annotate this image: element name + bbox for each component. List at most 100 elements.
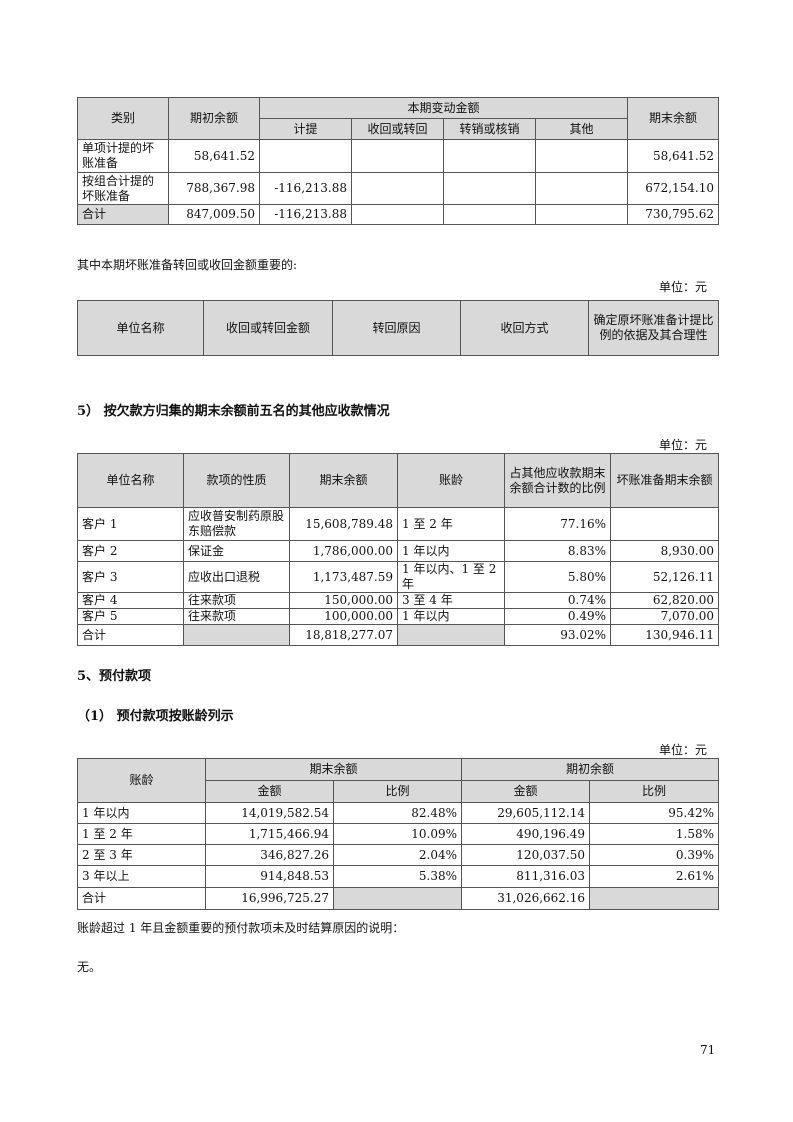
header: 单位名称 <box>77 300 204 356</box>
table-total-row: 合计 16,996,725.27 31,026,662.16 <box>77 887 720 910</box>
header: 转回原因 <box>332 300 461 356</box>
cell: 914,848.53 <box>205 865 334 888</box>
header: 单位名称 <box>77 453 184 508</box>
cell <box>534 172 629 205</box>
recovered-table: 单位名称 收回或转回金额 转回原因 收回方式 确定原坏账准备计提比例的依据及其合… <box>77 300 719 356</box>
cell: 1,715,466.94 <box>205 823 334 845</box>
cell: 8,930.00 <box>610 540 719 562</box>
top-five-table: 单位名称 款项的性质 期末余额 账龄 占其他应收款期末余额合计数的比例 坏账准备… <box>77 453 719 646</box>
table-row: 客户 2 保证金 1,786,000.00 1 年以内 8.83% 8,930.… <box>77 540 719 562</box>
header: 占其他应收款期末余额合计数的比例 <box>504 453 611 508</box>
cell: 18,818,277.07 <box>289 624 398 646</box>
cell <box>183 624 290 646</box>
cell: 1.58% <box>589 823 720 845</box>
cell: 847,009.50 <box>168 204 260 225</box>
bad-debt-change-table: 类别 期初余额 本期变动金额 期末余额 计提 收回或转回 转销或核销 其他 单项… <box>77 97 720 225</box>
cell: 82.48% <box>332 802 463 824</box>
cell: -116,213.88 <box>259 204 352 225</box>
header-change: 本期变动金额 <box>258 97 629 119</box>
cell: 往来款项 <box>183 608 290 625</box>
header: 款项的性质 <box>183 453 290 508</box>
header-opening: 期初余额 <box>168 97 260 140</box>
cell: 7,070.00 <box>610 608 719 625</box>
unit-label: 单位：元 <box>658 280 707 294</box>
cell: 62,820.00 <box>610 592 719 609</box>
header-amount: 金额 <box>461 780 591 803</box>
header: 收回方式 <box>460 300 589 356</box>
table-row: 2 至 3 年 346,827.26 2.04% 120,037.50 0.39… <box>77 844 720 866</box>
cell: 1,786,000.00 <box>289 540 398 562</box>
section-heading: 5） 按欠款方归集的期末余额前五名的其他应收款情况 <box>77 404 390 419</box>
cell: 58,641.52 <box>627 139 720 173</box>
cell: 0.74% <box>504 592 611 609</box>
cell <box>443 139 536 173</box>
cell <box>332 887 463 910</box>
cell <box>351 172 444 205</box>
cell <box>534 204 629 225</box>
header-aging: 账龄 <box>77 758 206 803</box>
table-total-row: 合计 18,818,277.07 93.02% 130,946.11 <box>77 624 719 646</box>
cell: 150,000.00 <box>289 592 398 609</box>
cell: 客户 5 <box>77 608 184 625</box>
cell: 5.38% <box>332 865 463 888</box>
cell: 730,795.62 <box>627 204 720 225</box>
cell: 2.04% <box>332 844 463 866</box>
note-recovered-important: 其中本期坏账准备转回或收回金额重要的: <box>77 258 298 272</box>
note-none: 无。 <box>77 960 102 974</box>
cell: 1,173,487.59 <box>289 561 398 593</box>
prepayment-aging-table: 账龄 期末余额 期初余额 金额 比例 金额 比例 1 年以内 14,019,58… <box>77 758 720 910</box>
cell <box>610 507 719 541</box>
header-category: 类别 <box>77 97 169 140</box>
cell: 应收出口退税 <box>183 561 290 593</box>
table-row: 客户 5 往来款项 100,000.00 1 年以内 0.49% 7,070.0… <box>77 608 719 625</box>
cell: 1 年以内 <box>397 540 505 562</box>
cell: 16,996,725.27 <box>205 887 334 910</box>
cell: 10.09% <box>332 823 463 845</box>
cell: 52,126.11 <box>610 561 719 593</box>
subsection-heading: （1） 预付款项按账龄列示 <box>77 709 234 724</box>
cell: 合计 <box>77 624 184 646</box>
header: 收回或转回金额 <box>203 300 333 356</box>
cell: 58,641.52 <box>168 139 260 173</box>
cell <box>443 204 536 225</box>
cell: 1 年以内、1 至 2 年 <box>397 561 505 593</box>
cell: 按组合计提的坏账准备 <box>77 172 169 205</box>
header-provision: 计提 <box>259 118 352 140</box>
note-overdue-prepayment: 账龄超过 1 年且金额重要的预付款项未及时结算原因的说明： <box>77 921 405 935</box>
header-closing: 期末余额 <box>204 758 463 781</box>
table-row: 1 至 2 年 1,715,466.94 10.09% 490,196.49 1… <box>77 823 720 845</box>
header: 坏账准备期末余额 <box>610 453 719 508</box>
cell <box>589 887 720 910</box>
cell: 1 至 2 年 <box>397 507 505 541</box>
cell <box>259 139 352 173</box>
cell: 15,608,789.48 <box>289 507 398 541</box>
table-row: 客户 3 应收出口退税 1,173,487.59 1 年以内、1 至 2 年 5… <box>77 561 719 593</box>
cell: 490,196.49 <box>461 823 591 845</box>
table-row: 单项计提的坏账准备 58,641.52 58,641.52 <box>77 139 720 173</box>
unit-label: 单位：元 <box>658 438 707 452</box>
cell <box>397 624 505 646</box>
cell <box>534 139 629 173</box>
cell: 811,316.03 <box>461 865 591 888</box>
table-row: 1 年以内 14,019,582.54 82.48% 29,605,112.14… <box>77 802 720 824</box>
unit-label: 单位：元 <box>658 743 707 757</box>
header-ratio: 比例 <box>332 780 463 803</box>
cell: 3 至 4 年 <box>397 592 505 609</box>
cell: 5.80% <box>504 561 611 593</box>
cell: 77.16% <box>504 507 611 541</box>
header-ratio: 比例 <box>589 780 720 803</box>
header: 期末余额 <box>289 453 398 508</box>
header: 确定原坏账准备计提比例的依据及其合理性 <box>588 300 719 356</box>
header-opening: 期初余额 <box>461 758 720 781</box>
header-closing: 期末余额 <box>627 97 720 140</box>
cell: 31,026,662.16 <box>461 887 591 910</box>
cell: 单项计提的坏账准备 <box>77 139 169 173</box>
cell: 1 年以内 <box>397 608 505 625</box>
cell: -116,213.88 <box>259 172 352 205</box>
cell: 29,605,112.14 <box>461 802 591 824</box>
cell: 1 至 2 年 <box>77 823 206 845</box>
cell: 346,827.26 <box>205 844 334 866</box>
cell: 14,019,582.54 <box>205 802 334 824</box>
cell: 100,000.00 <box>289 608 398 625</box>
cell: 0.49% <box>504 608 611 625</box>
